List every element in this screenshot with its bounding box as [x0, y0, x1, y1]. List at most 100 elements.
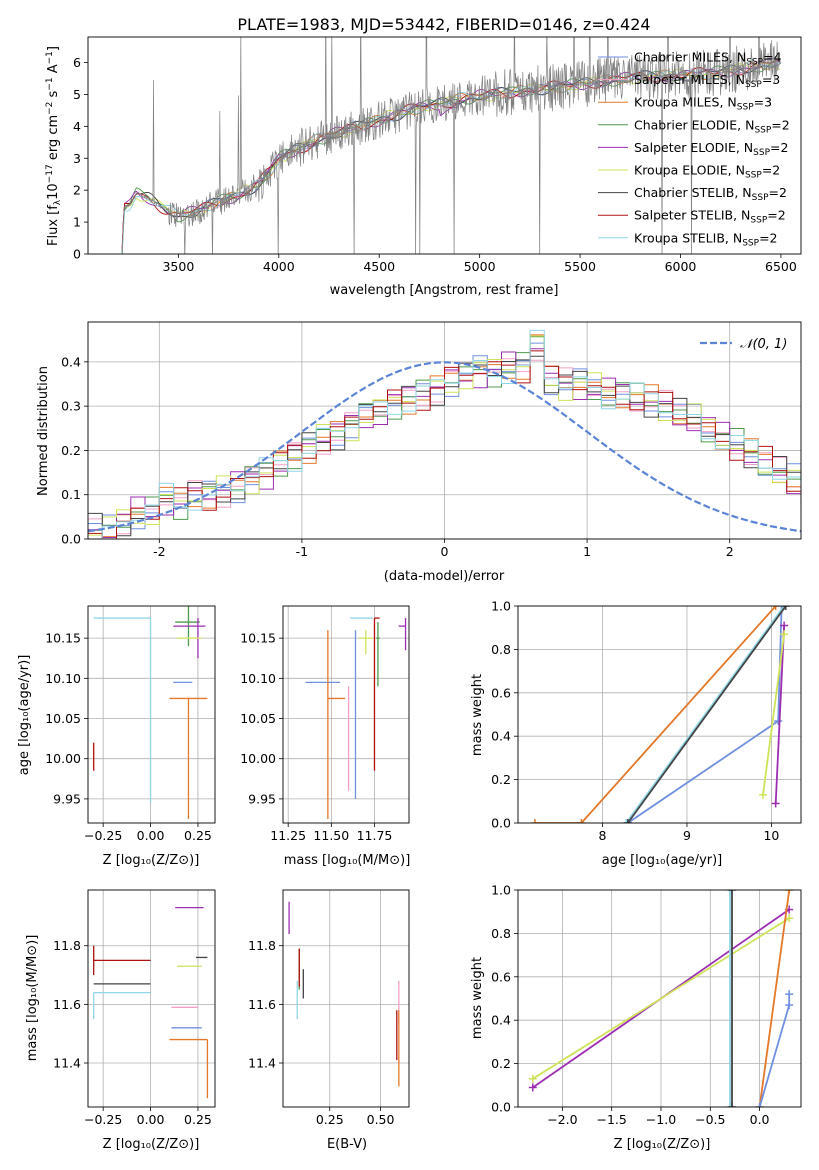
legend-label: Chabrier STELIB, NSSP=2 [634, 185, 787, 203]
spectrum-panel: 3500 4000 4500 5000 5500 6000 6500 0 1 2 3 4 5 6 Chabr… [73, 36, 802, 274]
residuals-ylabel: Normed distribution [36, 366, 51, 496]
mass-weight-line-chabrier_stelib [627, 606, 787, 823]
model-line-kroupa_stelib [121, 60, 781, 254]
axes-frame [282, 605, 410, 824]
histogram-step-salpeter_elodie [88, 348, 801, 538]
x-tick-label: 0.0 [750, 1112, 770, 1127]
x-tick-label: −2.0 [547, 1112, 577, 1127]
x-tick-label: 8 [599, 828, 607, 843]
y-tick-label: 0.4 [491, 729, 511, 744]
errorbar-plot-area [93, 906, 209, 1099]
spectrum-plot-area [121, 37, 782, 254]
x-tick-label: 5500 [564, 259, 596, 274]
x-tick-label: 0.25 [184, 1112, 212, 1127]
y-tick-label: 5 [73, 87, 81, 102]
age-vs-mass-panel: 11.25 11.50 11.75 9.95 10.00 10.05 10.10 10.15 [240, 605, 410, 843]
ageZ-xlabel: Z [log₁₀(Z/Z⊙)] [103, 853, 200, 868]
y-tick-label: 0.3 [61, 399, 81, 414]
age-vs-metallicity-panel: −0.25 0.00 0.25 9.95 10.00 10.05 10.10 10.15 [45, 605, 216, 843]
errorbar-plot-area [93, 606, 208, 819]
x-tick-label: -1 [296, 544, 308, 559]
mass-weight-plot-area [528, 890, 794, 1107]
y-tick-label: 0 [73, 247, 81, 262]
x-tick-label: 6500 [765, 259, 797, 274]
y-tick-label: 1 [73, 215, 81, 230]
y-tick-label: 10.05 [240, 711, 276, 726]
x-tick-label: 9 [683, 828, 691, 843]
residual-plot-area [88, 329, 801, 539]
massZ-xlabel: Z [log₁₀(Z/Z⊙)] [103, 1137, 200, 1152]
residuals-xlabel: (data-model)/error [384, 569, 505, 584]
legend-label: Salpeter STELIB, NSSP=2 [634, 208, 786, 226]
spectrum-xlabel: wavelength [Angstrom, rest frame] [330, 283, 559, 298]
legend-label: Chabrier ELODIE, NSSP=2 [634, 117, 790, 135]
y-tick-label: 1.0 [491, 883, 511, 898]
y-tick-label: 11.8 [248, 938, 276, 953]
axes-frame [87, 605, 216, 824]
y-tick-label: 10.15 [45, 631, 81, 646]
mass-weight-line-kroupa_stelib [625, 606, 785, 823]
histogram-step-chabrier_stelib [88, 355, 801, 537]
mwZ-xlabel: Z [log₁₀(Z/Z⊙)] [614, 1137, 711, 1152]
x-tick-label: −1.0 [646, 1112, 676, 1127]
ageM-xlabel: mass [log₁₀(M/M⊙)] [284, 853, 411, 868]
y-tick-label: 11.8 [53, 938, 81, 953]
residual-legend: 𝒩(0, 1) [700, 337, 787, 352]
x-tick-label: 3500 [162, 259, 194, 274]
axes-frame [87, 889, 216, 1108]
x-tick-label: 11.25 [270, 828, 306, 843]
mass-weight-plot-area [530, 606, 790, 823]
y-tick-label: 0.6 [491, 969, 511, 984]
x-tick-label: 2 [726, 544, 734, 559]
x-tick-label: −0.25 [84, 1112, 122, 1127]
y-tick-label: 0.8 [491, 926, 511, 941]
y-tick-label: 10.15 [240, 631, 276, 646]
mass-weight-vs-metallicity-panel: −2.0 −1.5 −1.0 −0.5 0.0 0.0 0.2 0.4 0.6 0.8 1.0 [491, 883, 802, 1127]
axes-frame [282, 889, 410, 1108]
legend-label: Kroupa ELODIE, NSSP=2 [634, 163, 780, 181]
x-tick-label: 0.25 [184, 828, 212, 843]
mass-vs-ebv-panel: 0.25 0.50 11.4 11.6 11.8 [248, 889, 410, 1127]
x-tick-label: 0 [441, 544, 449, 559]
y-tick-label: 0.0 [491, 816, 511, 831]
x-tick-label: −0.25 [84, 828, 122, 843]
y-tick-label: 0.0 [61, 532, 81, 547]
x-tick-label: 0.00 [137, 828, 165, 843]
spectrum-legend: Chabrier MILES, NSSP=4 Salpeter MILES, NS… [598, 50, 790, 248]
model-line-chabrier_elodie [121, 58, 781, 254]
x-tick-label: 0.50 [367, 1112, 395, 1127]
mass-weight-line-kroupa_miles [758, 890, 791, 1107]
spectrum-ylabel: Flux [fλ10−17 erg cm−2 s−1 A−1] [45, 46, 63, 246]
mwAge-ylabel: mass weight [470, 674, 485, 756]
x-tick-label: 6000 [665, 259, 697, 274]
y-tick-label: 0.2 [491, 1056, 511, 1071]
mass-weight-line-salpeter_elodie [774, 625, 785, 804]
residual-histogram-panel: -2 -1 0 1 2 0.0 0.1 0.2 0.3 0.4 𝒩(0, 1) [61, 321, 802, 559]
mass-weight-line-kroupa_miles [534, 606, 777, 823]
massE-xlabel: E(B-V) [327, 1137, 367, 1152]
legend-label: Kroupa MILES, NSSP=3 [634, 95, 772, 113]
mass-vs-metallicity-panel: −0.25 0.00 0.25 11.4 11.6 11.8 [53, 889, 216, 1127]
x-tick-label: 5000 [464, 259, 496, 274]
mass-weight-line-chabrier_miles [758, 994, 791, 1107]
figure-title: PLATE=1983, MJD=53442, FIBERID=0146, z=0… [237, 15, 650, 34]
normal-curve [88, 361, 801, 533]
legend-label: Kroupa STELIB, NSSP=2 [634, 230, 778, 248]
legend-label: Salpeter MILES, NSSP=3 [634, 72, 780, 90]
y-tick-label: 0.2 [61, 443, 81, 458]
x-tick-label: -2 [153, 544, 165, 559]
data-spectrum-line [121, 37, 782, 254]
y-tick-label: 9.95 [248, 791, 276, 806]
y-tick-label: 11.6 [248, 997, 276, 1012]
y-tick-label: 0.0 [491, 1100, 511, 1115]
axes-frame [87, 321, 802, 540]
ageZ-ylabel: age [log₁₀(age/yr)] [17, 655, 32, 776]
y-tick-label: 10.10 [45, 671, 81, 686]
axes-frame [517, 605, 802, 824]
x-tick-label: 11.50 [313, 828, 349, 843]
mass-weight-vs-age-panel: 8 9 10 0.0 0.2 0.4 0.6 0.8 1.0 [491, 599, 802, 843]
y-tick-label: 6 [73, 55, 81, 70]
y-tick-label: 0.4 [491, 1013, 511, 1028]
y-tick-label: 11.4 [53, 1056, 81, 1071]
